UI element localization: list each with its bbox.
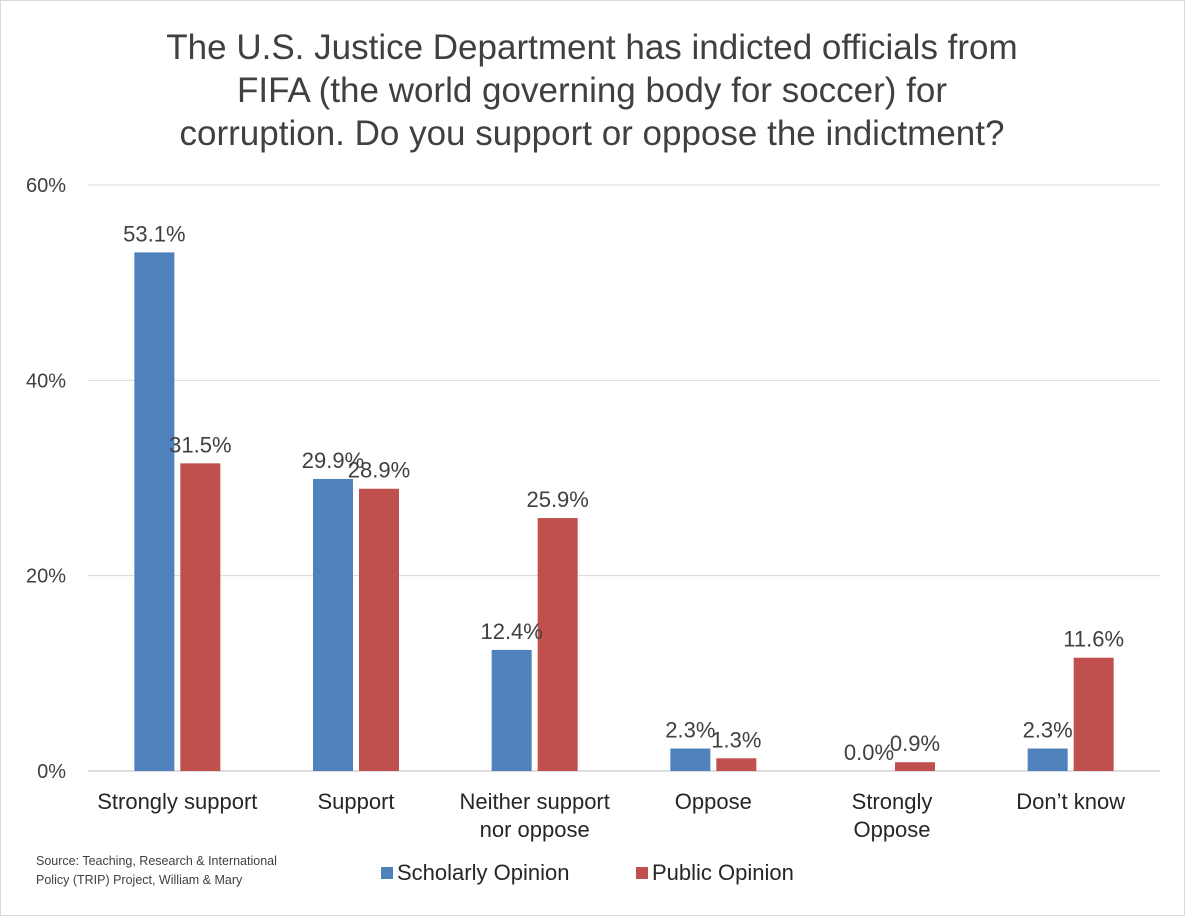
bar-public [359, 488, 399, 771]
y-tick-label: 0% [37, 761, 66, 783]
bar-public [537, 518, 578, 771]
source-note: Source: Teaching, Research & Internation… [36, 854, 277, 887]
y-axis-ticks: 0% 20% 40% 60% [26, 175, 66, 783]
gridlines [88, 184, 1160, 772]
legend-entry: Public Opinion [652, 860, 794, 885]
bar-scholarly [313, 478, 353, 771]
legend-swatch [636, 867, 648, 879]
category-label: Neither support [459, 789, 609, 814]
bar-scholarly [134, 252, 175, 771]
chart-title-line: The U.S. Justice Department has indicted… [166, 28, 1017, 67]
data-label: 53.1% [123, 221, 185, 246]
legend: Scholarly Opinion Public Opinion [381, 860, 794, 885]
x-axis-categories: Strongly support Support Neither support no… [97, 789, 1125, 842]
chart-title-line: corruption. Do you support or oppose the… [180, 114, 1005, 153]
y-tick-label: 40% [26, 370, 66, 392]
bar-public [1073, 657, 1114, 771]
data-label: 25.9% [526, 487, 588, 512]
bar-public [716, 758, 757, 771]
bar-scholarly [491, 649, 532, 771]
category-label: Support [317, 789, 394, 814]
category-label: Don’t know [1016, 789, 1125, 814]
data-label: 1.3% [711, 727, 761, 752]
data-label: 31.5% [169, 432, 231, 457]
data-label: 11.6% [1063, 627, 1124, 652]
data-label: 2.3% [665, 718, 715, 743]
data-label: 12.4% [480, 619, 542, 644]
bar-scholarly [1027, 748, 1068, 771]
legend-entry: Scholarly Opinion [397, 860, 569, 885]
category-label: nor oppose [480, 817, 590, 842]
y-tick-label: 60% [26, 175, 66, 197]
legend-swatch [381, 867, 393, 879]
category-label: Strongly support [97, 789, 257, 814]
data-label: 28.9% [348, 458, 410, 483]
y-tick-label: 20% [26, 566, 66, 588]
data-label: 29.9% [302, 448, 364, 473]
bars [134, 252, 1114, 771]
bar-scholarly [670, 748, 711, 771]
category-label: Oppose [675, 789, 752, 814]
data-label: 0.9% [890, 731, 940, 756]
data-labels: 53.1% 29.9% 12.4% 2.3% 0.0% 2.3% 31.5% 28.9% 25.… [123, 221, 1124, 765]
category-label: Oppose [853, 817, 930, 842]
chart-title-line: FIFA (the world governing body for socce… [237, 71, 947, 110]
category-label: Strongly [852, 789, 933, 814]
data-label: 0.0% [844, 740, 894, 765]
bar-public [180, 463, 221, 771]
bar-public [895, 762, 935, 771]
data-label: 2.3% [1023, 718, 1073, 743]
chart-title: The U.S. Justice Department has indicted… [166, 28, 1017, 153]
